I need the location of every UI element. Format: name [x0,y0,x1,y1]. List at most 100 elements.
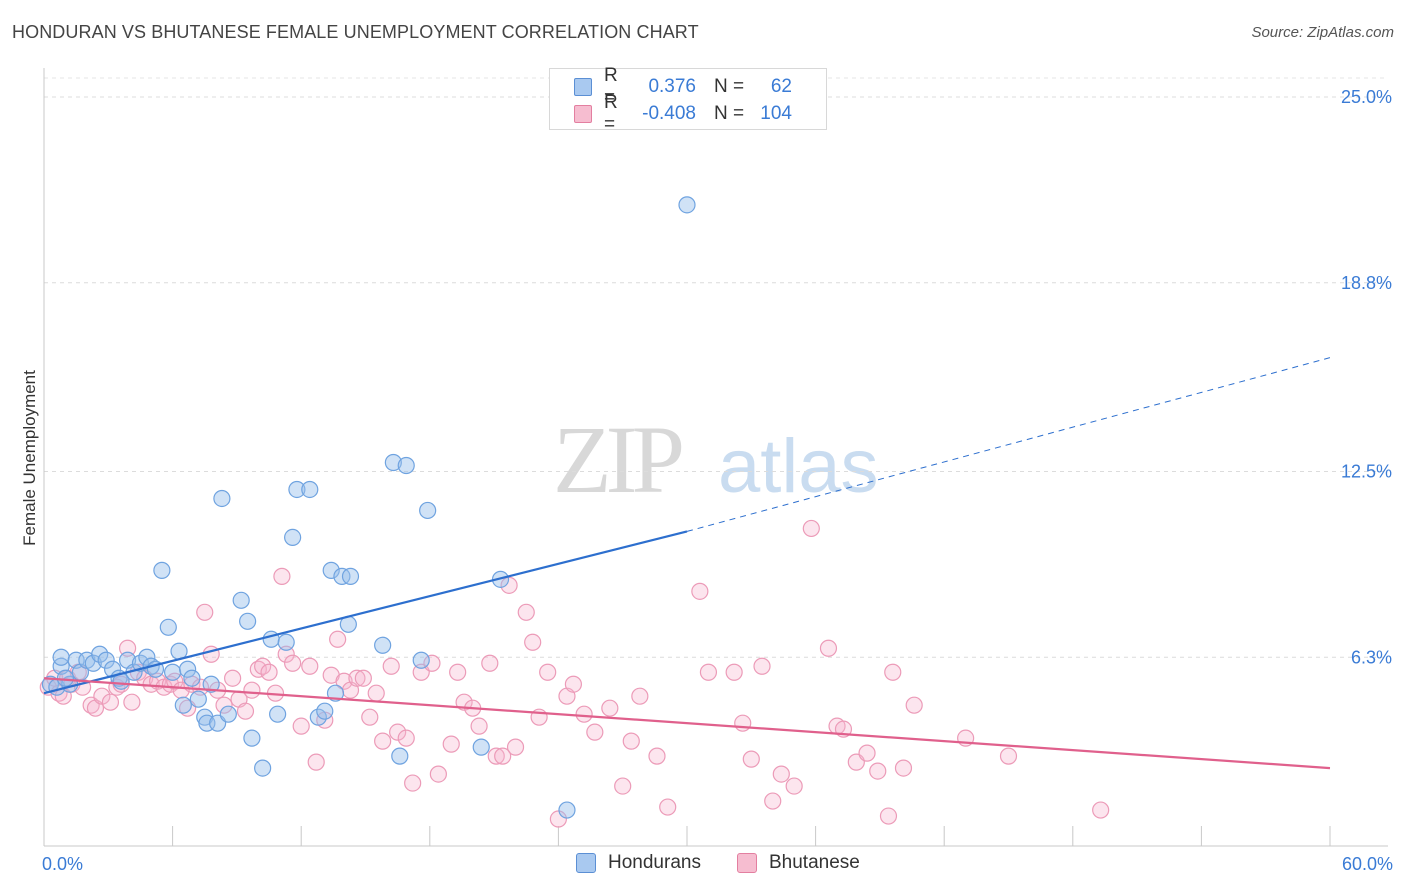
trend-line-hondurans-extension [686,357,1331,532]
axes [43,68,1388,847]
point-bhutanese [442,735,460,753]
grid-lines [44,77,1388,658]
point-bhutanese [455,693,473,711]
point-hondurans [174,696,192,714]
point-bhutanese [905,696,923,714]
legend-n-label: N = [714,103,745,124]
point-hondurans [678,196,696,214]
point-bhutanese [802,519,820,538]
legend-r-value: 0.376 [648,76,696,97]
point-bhutanese [243,681,261,699]
legend-row-hondurans: R = 0.376 N = 62 [574,65,792,108]
point-bhutanese [575,705,593,723]
series-legend: Hondurans Bhutanese [0,852,1406,878]
point-hondurans [397,456,415,475]
y-tick-label: 25.0% [1341,87,1392,107]
x-tick-label: 0.0% [42,854,83,874]
point-bhutanese [470,717,488,735]
point-bhutanese [196,603,214,621]
point-hondurans [419,501,437,520]
point-hondurans [412,651,430,669]
point-hondurans [84,654,102,672]
point-bhutanese [1092,801,1110,819]
legend-r-value: -0.408 [642,103,696,124]
point-bhutanese [494,747,512,765]
trend-line-hondurans [43,530,688,695]
x-tick-label: 60.0% [1342,854,1393,874]
source-label: Source: ZipAtlas.com [1251,24,1394,41]
point-bhutanese [292,717,310,735]
watermark-atlas: atlas [718,424,879,509]
point-bhutanese [382,657,400,675]
point-hondurans [284,528,302,547]
point-bhutanese [734,714,752,732]
point-bhutanese [772,765,790,783]
point-hondurans [326,684,345,702]
point-hondurans [213,489,231,508]
point-bhutanese [500,576,518,594]
point-bhutanese [404,774,422,792]
point-bhutanese [884,663,902,681]
point-bhutanese [725,663,743,681]
point-bhutanese [367,684,385,702]
point-bhutanese [284,654,302,672]
point-bhutanese [93,687,111,705]
point-hondurans [179,660,197,678]
point-bhutanese [354,669,372,687]
point-hondurans [384,453,402,472]
point-hondurans [316,702,334,720]
point-bhutanese [123,693,141,711]
point-bhutanese [879,807,898,825]
correlation-legend: R = 0.376 N = 62 R = -0.408 N = 104 [549,65,827,135]
point-hondurans [103,660,122,678]
point-hondurans [164,663,182,681]
watermark: ZIP atlas [553,406,879,513]
point-bhutanese [601,699,619,717]
point-bhutanese [374,732,392,750]
point-hondurans [56,669,75,687]
point-bhutanese [423,654,441,672]
point-bhutanese [118,639,137,657]
legend-swatch-bhutanese [574,105,592,123]
legend-n-value: 104 [760,103,792,124]
legend-row-bhutanese: R = -0.408 N = 104 [574,92,792,135]
point-bhutanese [361,708,379,726]
legend-n-value: 62 [770,76,792,97]
legend-r-label: R = [604,65,618,108]
point-bhutanese [622,732,640,750]
point-bhutanese [858,744,876,762]
trend-lines [43,357,1331,770]
point-hondurans [309,708,327,726]
point-hondurans [391,747,409,765]
point-hondurans [202,675,220,693]
point-hondurans [322,561,340,579]
point-bhutanese [329,630,347,648]
point-hondurans [472,738,490,756]
point-bhutanese [648,747,666,765]
point-hondurans [558,801,576,819]
legend-label-hondurans: Hondurans [608,852,701,873]
point-hondurans [269,705,287,723]
point-bhutanese [481,654,499,672]
point-hondurans [232,591,250,609]
point-bhutanese [524,633,542,651]
point-bhutanese [586,723,604,741]
point-hondurans [239,612,257,630]
watermark-zip: ZIP [553,406,682,513]
point-hondurans [301,480,319,499]
point-bhutanese [691,582,709,600]
point-bhutanese [659,798,677,816]
legend-swatch-bhutanese [737,853,757,873]
point-bhutanese [614,777,632,795]
point-hondurans [277,633,295,651]
point-bhutanese [172,681,190,699]
chart-title: HONDURAN VS BHUTANESE FEMALE UNEMPLOYMEN… [12,22,699,42]
y-tick-label: 12.5% [1341,462,1392,482]
point-bhutanese [506,738,525,756]
point-bhutanese [894,759,913,777]
legend-n-label: N = [714,76,745,97]
point-hondurans [288,480,306,499]
point-bhutanese [273,567,291,585]
point-bhutanese [753,657,771,675]
